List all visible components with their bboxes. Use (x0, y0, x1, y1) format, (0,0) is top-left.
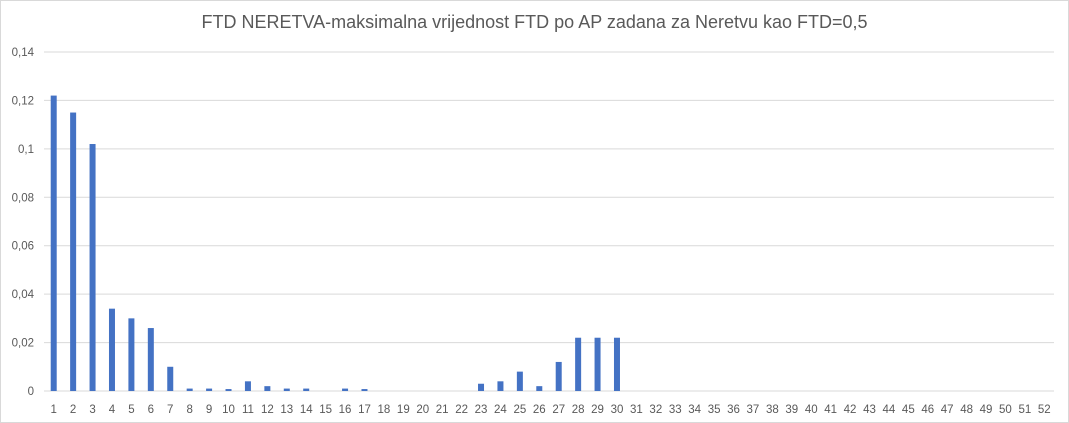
x-tick-label: 41 (824, 404, 837, 416)
x-tick-label: 36 (727, 404, 740, 416)
chart-title: FTD NERETVA-maksimalna vrijednost FTD po… (201, 12, 868, 32)
x-tick-label: 4 (109, 404, 116, 416)
x-tick-label: 47 (941, 404, 954, 416)
bar (361, 389, 368, 391)
bar (244, 381, 251, 391)
x-tick-label: 7 (167, 404, 173, 416)
x-tick-label: 20 (416, 404, 429, 416)
bar (206, 388, 213, 391)
x-tick-label: 48 (960, 404, 973, 416)
y-tick-label: 0,02 (12, 338, 34, 350)
x-tick-label: 12 (261, 404, 274, 416)
x-tick-label: 11 (242, 404, 254, 416)
bar (264, 386, 271, 391)
x-tick-label: 19 (397, 404, 410, 416)
bar (516, 371, 523, 391)
bar (128, 318, 135, 391)
x-axis-tick-labels: 1 2 3 4 5 6 7 8 9 10 11 12 13 14 15 16 17 18 19 20 21 22 23 24 2… (51, 404, 1051, 416)
x-tick-label: 22 (455, 404, 468, 416)
bar (613, 337, 620, 391)
x-tick-label: 30 (611, 404, 624, 416)
x-tick-label: 26 (533, 404, 546, 416)
bar (167, 366, 174, 391)
x-tick-label: 15 (319, 404, 332, 416)
bar (303, 388, 310, 391)
x-tick-label: 24 (494, 404, 507, 416)
bar (478, 383, 485, 391)
x-tick-label: 14 (300, 404, 313, 416)
x-tick-label: 3 (89, 404, 95, 416)
x-tick-label: 6 (148, 404, 154, 416)
x-tick-label: 17 (358, 404, 371, 416)
x-tick-label: 1 (51, 404, 57, 416)
x-tick-label: 29 (591, 404, 604, 416)
x-tick-label: 2 (70, 404, 76, 416)
bars (50, 95, 620, 392)
bar (108, 308, 115, 391)
x-tick-label: 52 (1038, 404, 1051, 416)
bar (225, 389, 232, 391)
x-tick-label: 45 (902, 404, 915, 416)
bar (536, 386, 543, 391)
x-tick-label: 51 (1018, 404, 1031, 416)
y-tick-label: 0,04 (12, 289, 35, 301)
x-tick-label: 32 (649, 404, 662, 416)
bar (555, 361, 562, 391)
x-tick-label: 33 (669, 404, 682, 416)
y-tick-label: 0,06 (12, 241, 34, 253)
y-tick-label: 0,14 (12, 47, 35, 59)
x-tick-label: 27 (552, 404, 565, 416)
x-tick-label: 18 (378, 404, 391, 416)
x-tick-label: 35 (708, 404, 721, 416)
x-tick-label: 50 (999, 404, 1012, 416)
y-tick-label: 0,08 (12, 192, 34, 204)
bar (186, 388, 193, 391)
bar (594, 337, 601, 391)
x-tick-label: 8 (186, 404, 192, 416)
x-tick-label: 38 (766, 404, 779, 416)
x-tick-label: 23 (475, 404, 488, 416)
x-tick-label: 39 (785, 404, 798, 416)
x-tick-label: 42 (844, 404, 857, 416)
x-tick-label: 5 (128, 404, 134, 416)
x-tick-label: 13 (280, 404, 293, 416)
x-tick-label: 40 (805, 404, 818, 416)
bar (283, 388, 290, 391)
bar (50, 95, 57, 391)
x-tick-label: 37 (747, 404, 760, 416)
x-tick-label: 46 (921, 404, 934, 416)
y-tick-label: 0 (28, 386, 34, 398)
x-tick-label: 34 (688, 404, 701, 416)
x-tick-label: 25 (513, 404, 526, 416)
bar (147, 328, 154, 391)
bar (89, 144, 96, 391)
x-tick-label: 31 (630, 404, 643, 416)
y-tick-label: 0,12 (12, 95, 34, 107)
x-tick-label: 9 (206, 404, 212, 416)
x-tick-label: 16 (339, 404, 352, 416)
x-tick-label: 44 (883, 404, 896, 416)
bar (497, 381, 504, 391)
bar (342, 388, 349, 391)
y-tick-label: 0,1 (18, 144, 34, 156)
x-tick-label: 43 (863, 404, 876, 416)
x-tick-label: 49 (980, 404, 993, 416)
bar (70, 112, 77, 392)
gridlines (44, 51, 1054, 392)
x-tick-label: 28 (572, 404, 585, 416)
x-tick-label: 10 (222, 404, 235, 416)
x-tick-label: 21 (436, 404, 449, 416)
y-axis-tick-labels: 0 0,02 0,04 0,06 0,08 0,1 0,12 0,14 (12, 47, 35, 398)
bar (575, 337, 582, 391)
